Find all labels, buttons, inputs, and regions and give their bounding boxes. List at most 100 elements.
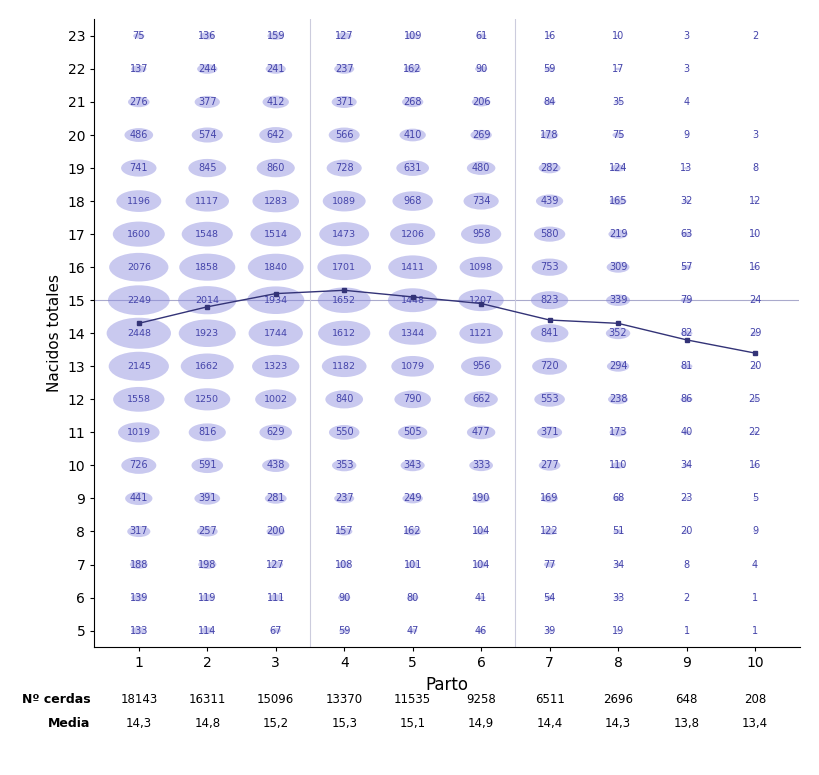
Ellipse shape bbox=[614, 67, 620, 71]
Text: 352: 352 bbox=[608, 329, 627, 338]
Text: 241: 241 bbox=[266, 64, 285, 74]
Ellipse shape bbox=[131, 65, 147, 73]
Ellipse shape bbox=[121, 457, 156, 474]
Ellipse shape bbox=[605, 327, 630, 339]
Ellipse shape bbox=[751, 398, 758, 401]
Text: 8: 8 bbox=[751, 163, 757, 173]
X-axis label: Parto: Parto bbox=[425, 676, 468, 694]
Ellipse shape bbox=[609, 197, 626, 205]
Ellipse shape bbox=[470, 130, 491, 140]
Text: 1: 1 bbox=[682, 625, 689, 636]
Text: 169: 169 bbox=[540, 494, 558, 504]
Ellipse shape bbox=[194, 492, 219, 505]
Text: 1514: 1514 bbox=[264, 229, 287, 239]
Text: 200: 200 bbox=[266, 526, 285, 536]
Ellipse shape bbox=[606, 361, 628, 372]
Ellipse shape bbox=[474, 66, 486, 72]
Text: 309: 309 bbox=[609, 262, 627, 272]
Ellipse shape bbox=[460, 225, 500, 244]
Text: 441: 441 bbox=[129, 494, 147, 504]
Ellipse shape bbox=[318, 288, 370, 313]
Text: 32: 32 bbox=[680, 196, 692, 206]
Y-axis label: Nacidos totales: Nacidos totales bbox=[47, 274, 62, 392]
Text: 257: 257 bbox=[197, 526, 216, 536]
Ellipse shape bbox=[262, 95, 288, 109]
Text: 10: 10 bbox=[611, 31, 623, 41]
Ellipse shape bbox=[463, 193, 498, 209]
Ellipse shape bbox=[615, 35, 619, 37]
Text: 4: 4 bbox=[682, 97, 689, 107]
Ellipse shape bbox=[334, 494, 354, 503]
Text: 1934: 1934 bbox=[264, 296, 287, 305]
Ellipse shape bbox=[750, 332, 758, 335]
Ellipse shape bbox=[178, 286, 236, 315]
Text: 249: 249 bbox=[403, 494, 422, 504]
Ellipse shape bbox=[471, 98, 490, 106]
Ellipse shape bbox=[753, 135, 755, 136]
Ellipse shape bbox=[613, 100, 621, 104]
Text: 268: 268 bbox=[403, 97, 422, 107]
Ellipse shape bbox=[681, 232, 691, 236]
Ellipse shape bbox=[680, 330, 691, 336]
Text: 173: 173 bbox=[608, 427, 627, 437]
Text: 110: 110 bbox=[609, 460, 627, 470]
Ellipse shape bbox=[680, 298, 691, 303]
Text: 1089: 1089 bbox=[332, 197, 355, 205]
Text: 5: 5 bbox=[751, 494, 758, 504]
Ellipse shape bbox=[250, 222, 301, 246]
Ellipse shape bbox=[109, 352, 169, 381]
Ellipse shape bbox=[752, 233, 756, 235]
Ellipse shape bbox=[612, 133, 623, 138]
Text: 136: 136 bbox=[198, 31, 216, 41]
Ellipse shape bbox=[318, 321, 370, 346]
Text: 24: 24 bbox=[748, 295, 760, 305]
Ellipse shape bbox=[185, 191, 229, 212]
Text: 734: 734 bbox=[471, 196, 490, 206]
Ellipse shape bbox=[533, 226, 564, 242]
Text: 119: 119 bbox=[198, 593, 216, 603]
Text: 22: 22 bbox=[748, 427, 760, 437]
Ellipse shape bbox=[262, 459, 289, 472]
Text: 648: 648 bbox=[675, 693, 697, 705]
Text: 317: 317 bbox=[129, 526, 148, 536]
Ellipse shape bbox=[194, 96, 219, 108]
Ellipse shape bbox=[113, 222, 165, 246]
Ellipse shape bbox=[474, 529, 487, 535]
Text: 15,2: 15,2 bbox=[262, 718, 288, 730]
Ellipse shape bbox=[321, 356, 366, 377]
Text: 178: 178 bbox=[540, 130, 559, 140]
Text: 127: 127 bbox=[334, 31, 353, 41]
Ellipse shape bbox=[530, 291, 568, 309]
Ellipse shape bbox=[265, 493, 287, 504]
Text: 1858: 1858 bbox=[195, 263, 219, 272]
Ellipse shape bbox=[468, 460, 492, 471]
Text: 14,9: 14,9 bbox=[468, 718, 494, 730]
Ellipse shape bbox=[200, 33, 215, 40]
Text: 410: 410 bbox=[403, 130, 421, 140]
Text: 477: 477 bbox=[471, 427, 490, 437]
Ellipse shape bbox=[256, 159, 295, 177]
Text: Media: Media bbox=[48, 718, 90, 730]
Ellipse shape bbox=[387, 256, 437, 279]
Text: 35: 35 bbox=[611, 97, 623, 107]
Text: 23: 23 bbox=[680, 494, 692, 504]
Ellipse shape bbox=[614, 629, 620, 632]
Text: 860: 860 bbox=[266, 163, 284, 173]
Ellipse shape bbox=[682, 463, 690, 467]
Text: 14,3: 14,3 bbox=[604, 718, 631, 730]
Text: 353: 353 bbox=[334, 460, 353, 470]
Ellipse shape bbox=[191, 458, 223, 473]
Text: 282: 282 bbox=[540, 163, 559, 173]
Ellipse shape bbox=[401, 97, 423, 107]
Text: 2014: 2014 bbox=[195, 296, 219, 305]
Ellipse shape bbox=[546, 35, 551, 37]
Text: 1250: 1250 bbox=[195, 394, 219, 404]
Ellipse shape bbox=[198, 560, 216, 569]
Ellipse shape bbox=[331, 96, 356, 108]
Ellipse shape bbox=[188, 423, 225, 441]
Ellipse shape bbox=[545, 629, 553, 632]
Text: 1662: 1662 bbox=[195, 362, 219, 370]
Text: 1019: 1019 bbox=[127, 428, 151, 437]
Text: 59: 59 bbox=[543, 64, 555, 74]
Text: 3: 3 bbox=[751, 130, 757, 140]
